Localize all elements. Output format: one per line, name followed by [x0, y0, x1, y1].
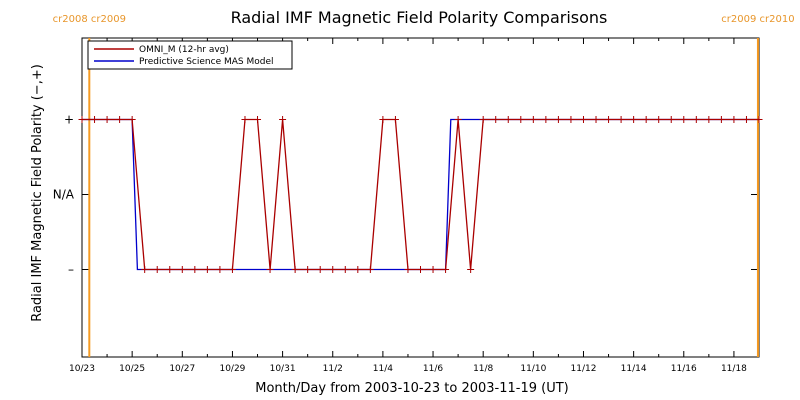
data-point [429, 266, 437, 273]
x-tick-label: 11/6 [423, 364, 443, 374]
x-tick-label: 11/10 [520, 364, 546, 374]
carrington-markers: cr2008 cr2009 cr2009 cr2010 [53, 14, 795, 357]
data-point [203, 266, 211, 273]
data-point [178, 266, 186, 273]
data-point [642, 116, 650, 123]
data-point [705, 116, 713, 123]
x-tick-label: 11/4 [373, 364, 393, 374]
y-tick-label: – [68, 263, 74, 277]
legend-box [87, 40, 293, 70]
data-point [630, 116, 638, 123]
data-point [717, 116, 725, 123]
data-point [492, 116, 500, 123]
data-point [579, 116, 587, 123]
data-point [592, 116, 600, 123]
data-point [103, 116, 111, 123]
series-layer [78, 116, 763, 273]
chart-title: Radial IMF Magnetic Field Polarity Compa… [231, 8, 608, 27]
data-point [417, 266, 424, 273]
data-point [91, 116, 99, 123]
carrington-label: cr2008 cr2009 [53, 14, 126, 25]
data-point [542, 116, 550, 123]
data-point [467, 266, 475, 273]
data-point [228, 266, 236, 273]
data-point [266, 266, 274, 273]
data-point [216, 266, 224, 273]
data-point [391, 116, 399, 123]
x-tick-label: 10/27 [169, 364, 195, 374]
data-point [341, 266, 349, 273]
data-point [153, 266, 161, 273]
carrington-label: cr2009 cr2010 [721, 14, 794, 25]
data-point [279, 116, 287, 123]
data-point [479, 116, 487, 123]
x-tick-label: 10/31 [270, 364, 296, 374]
data-point [730, 116, 738, 123]
data-point [304, 266, 312, 273]
y-tick-label: + [64, 113, 74, 127]
data-point [655, 116, 663, 123]
x-tick-label: 10/23 [69, 364, 95, 374]
data-point [692, 116, 700, 123]
data-point [517, 116, 525, 123]
data-point [529, 116, 537, 123]
x-axis-label: Month/Day from 2003-10-23 to 2003-11-19 … [255, 381, 568, 396]
data-point [742, 116, 750, 123]
x-tick-label: 11/8 [473, 364, 493, 374]
data-point [379, 116, 387, 123]
plot-frame [81, 37, 760, 358]
data-point [680, 116, 688, 123]
data-point [617, 116, 625, 123]
data-point [554, 116, 562, 123]
data-point [366, 266, 374, 273]
data-point [667, 116, 675, 123]
x-tick-label: 11/16 [671, 364, 697, 374]
data-point [191, 266, 199, 273]
x-tick-label: 11/18 [721, 364, 747, 374]
series-line-predictive-science-mas-model [82, 118, 759, 271]
y-tick-label: N/A [53, 188, 75, 202]
data-point [329, 266, 337, 273]
x-tick-label: 11/12 [571, 364, 597, 374]
data-point [605, 116, 613, 123]
data-point [166, 266, 174, 273]
data-point [567, 116, 575, 123]
data-point [128, 116, 136, 123]
data-point [78, 116, 86, 123]
data-point [141, 266, 149, 273]
data-point [354, 266, 362, 273]
data-point [504, 116, 512, 123]
x-tick-label: 11/2 [323, 364, 343, 374]
x-tick-label: 11/14 [621, 364, 647, 374]
legend-label-mas: Predictive Science MAS Model [139, 57, 274, 67]
data-point [254, 116, 262, 123]
x-tick-label: 10/25 [119, 364, 145, 374]
data-point [454, 116, 462, 123]
x-tick-label: 10/29 [219, 364, 245, 374]
legend: OMNI_M (12-hr avg) Predictive Science MA… [87, 40, 293, 70]
x-axis: 10/23 10/25 10/27 10/29 10/31 11/2 11/4 11/6 11/… [69, 38, 760, 374]
data-point [316, 266, 324, 273]
legend-label-omni: OMNI_M (12-hr avg) [139, 45, 229, 55]
data-point [404, 266, 412, 273]
y-axis-label: Radial IMF Magnetic Field Polarity (−,+) [30, 64, 45, 322]
data-point [442, 266, 450, 273]
data-point [755, 116, 763, 123]
data-point [241, 116, 249, 123]
data-point [291, 266, 299, 273]
series-line-omni-m-12-hr-avg [82, 118, 759, 271]
data-point [116, 116, 124, 123]
